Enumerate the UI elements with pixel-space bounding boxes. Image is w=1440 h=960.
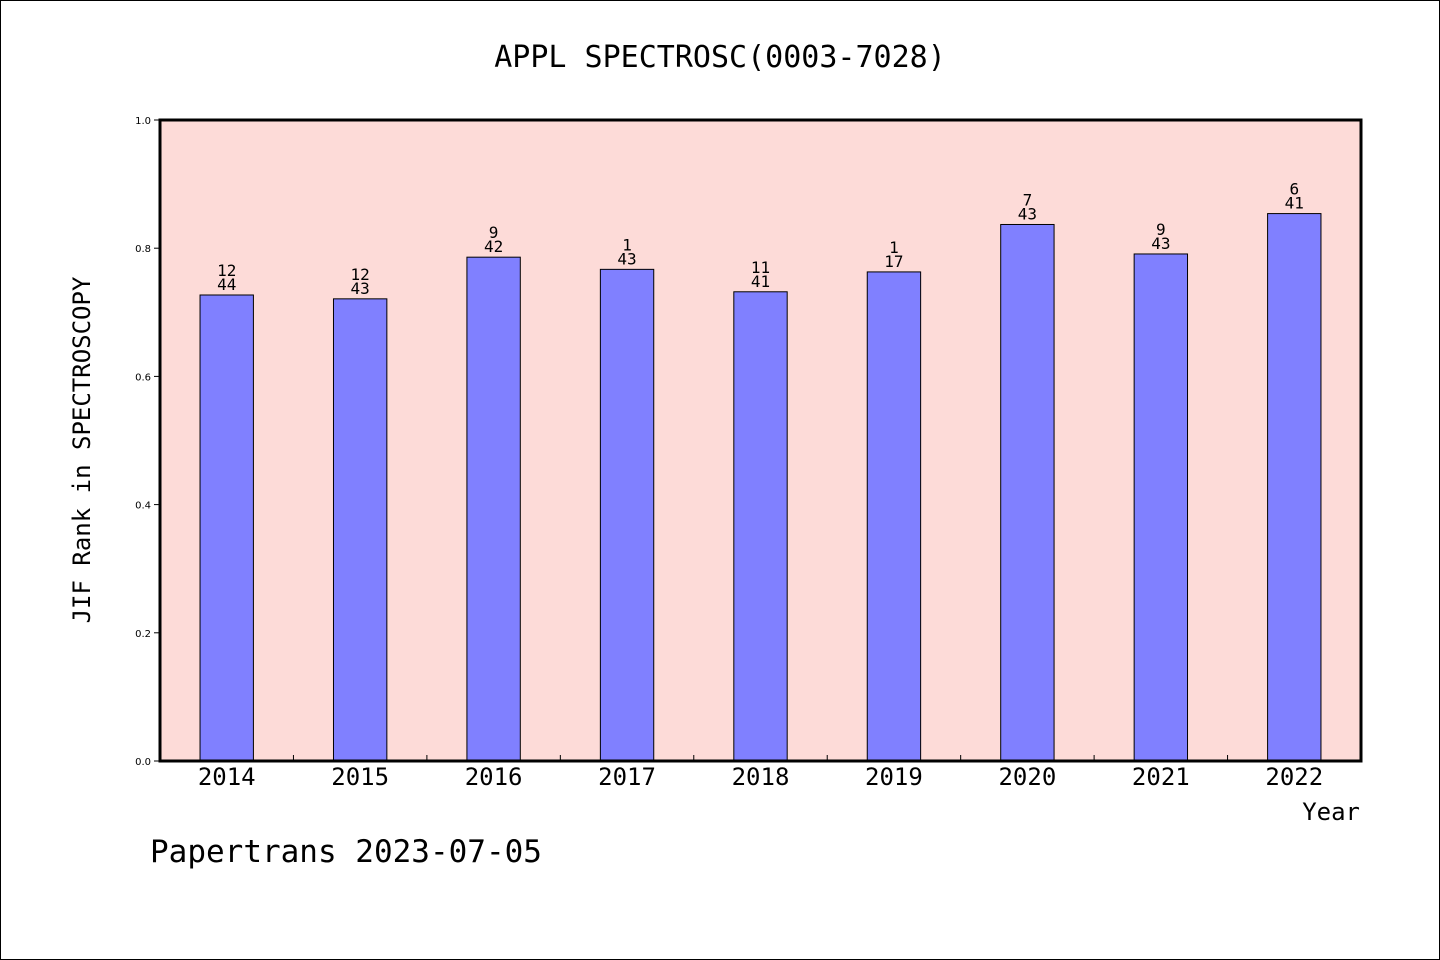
plot-border [158,118,1363,763]
bar-label-rank: 6 [1289,180,1299,199]
bar-2018 [733,291,788,762]
bar-2016 [466,256,521,762]
bar-2020 [1000,223,1055,762]
x-tick-label: 2017 [598,763,656,791]
bar-label-total: 42 [484,237,503,256]
bar-label-rank: 11 [751,258,770,277]
bar-label-rank: 12 [351,265,370,284]
x-axis: 2014 2015 2016 2017 2018 2019 2020 2021 2022 [198,755,1323,791]
y-tick-label: 0.4 [135,501,151,512]
x-tick-label: 2018 [732,763,790,791]
x-tick-label: 2021 [1132,763,1190,791]
bar-2019 [866,271,922,762]
bar-2015 [332,298,388,762]
bar-2022 [1267,213,1322,762]
bar-2014 [199,294,254,762]
bar-label-total: 44 [217,275,236,294]
bars-group [199,213,1322,762]
x-tick-label: 2014 [198,763,256,791]
bar-2017 [599,268,655,762]
bar-label-rank: 9 [489,223,499,242]
y-tick-label: 1.0 [135,116,151,127]
bar-label-total: 17 [884,252,903,271]
x-tick-label: 2022 [1265,763,1323,791]
bar-label-total: 41 [751,272,770,291]
bar-label-total: 43 [1018,204,1037,223]
y-tick-label: 0.0 [135,757,151,768]
y-axis-label: JIF Rank in SPECTROSCOPY [68,276,96,623]
bar-label-rank: 9 [1156,220,1166,239]
bar-label-total: 41 [1285,194,1304,213]
x-tick-label: 2019 [865,763,923,791]
bar-label-rank: 1 [889,238,899,257]
bar-label-rank: 1 [622,235,632,254]
bar-label-rank: 12 [217,261,236,280]
bar-2021 [1133,253,1189,762]
y-tick-label: 0.8 [135,244,151,255]
x-tick-label: 2016 [465,763,523,791]
bar-label-rank: 7 [1023,190,1033,209]
y-tick-label: 0.6 [135,372,151,383]
y-axis: 0.0 0.2 0.4 0.6 0.8 1.0 [135,116,160,768]
x-tick-label: 2015 [331,763,389,791]
chart-title: APPL SPECTROSC(0003-7028) [494,40,946,75]
y-tick-label: 0.2 [135,629,151,640]
bar-label-total: 43 [617,249,636,268]
x-tick-label: 2020 [998,763,1056,791]
x-axis-label: Year [1302,798,1360,826]
footer-note: Papertrans 2023-07-05 [150,834,542,870]
bar-label-total: 43 [351,279,370,298]
bar-label-total: 43 [1151,234,1170,253]
